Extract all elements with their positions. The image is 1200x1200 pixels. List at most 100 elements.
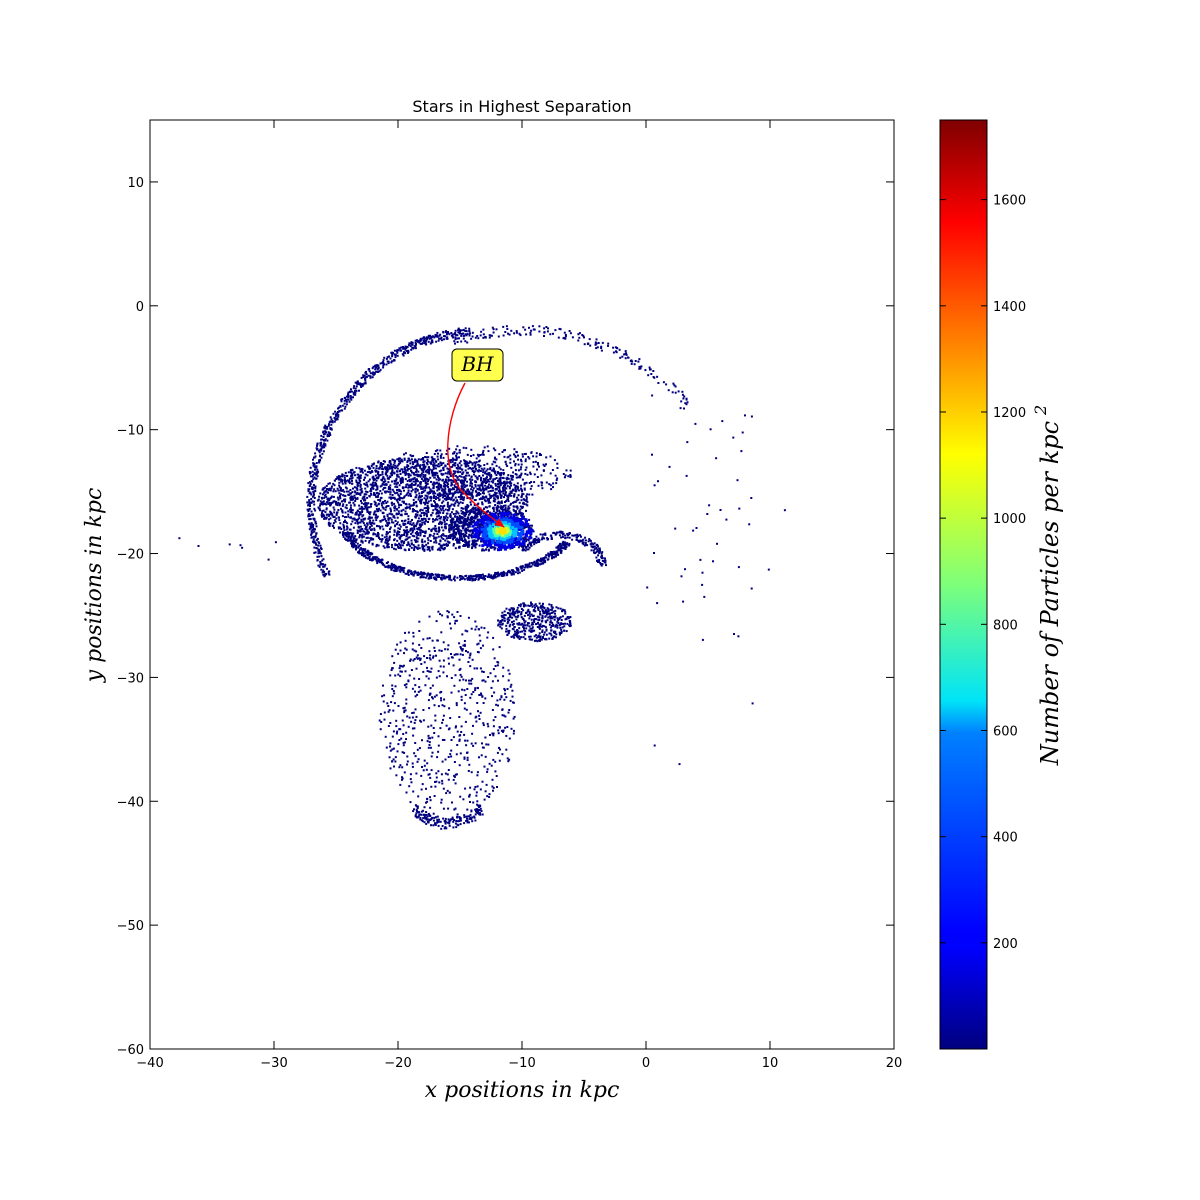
star-point: [392, 521, 395, 524]
star-point: [470, 522, 473, 525]
star-point: [422, 458, 425, 461]
star-point: [507, 569, 510, 572]
star-point: [465, 491, 468, 494]
star-point: [308, 522, 311, 525]
star-point: [482, 328, 485, 331]
star-point: [744, 414, 746, 417]
star-point: [445, 333, 448, 336]
star-point: [502, 492, 505, 495]
star-point: [461, 495, 464, 498]
star-point: [506, 328, 509, 330]
star-point: [434, 503, 437, 506]
star-point: [393, 349, 396, 352]
star-point: [469, 577, 472, 580]
star-point: [535, 452, 538, 455]
star-point: [425, 500, 428, 503]
star-point: [396, 349, 399, 351]
star-point: [474, 506, 477, 509]
star-point: [464, 340, 467, 343]
star-point: [350, 523, 353, 526]
star-point: [310, 536, 313, 539]
star-point: [418, 341, 421, 344]
star-point: [390, 562, 393, 565]
star-point: [489, 486, 492, 489]
star-point: [373, 556, 376, 559]
star-point: [410, 455, 413, 458]
star-point: [499, 494, 502, 497]
star-point: [409, 520, 412, 523]
star-point: [356, 483, 359, 486]
star-point: [394, 519, 397, 522]
star-point: [408, 478, 411, 481]
star-point: [547, 552, 550, 555]
star-point: [665, 383, 668, 386]
star-point: [383, 363, 386, 366]
star-point: [443, 517, 446, 520]
star-point: [372, 556, 375, 559]
star-point: [451, 492, 454, 495]
star-point: [442, 529, 445, 532]
star-point: [319, 544, 322, 547]
star-point: [501, 509, 504, 512]
star-point: [322, 558, 325, 561]
star-point: [399, 537, 402, 540]
star-point: [600, 345, 603, 348]
star-point: [477, 507, 480, 510]
star-point: [364, 483, 367, 486]
star-point: [321, 510, 324, 512]
star-point: [446, 540, 449, 543]
star-point: [471, 579, 474, 582]
star-point: [473, 465, 476, 468]
star-point: [449, 519, 452, 522]
star-point: [415, 478, 418, 481]
star-point: [564, 335, 567, 338]
star-point: [414, 501, 417, 504]
star-point: [370, 492, 372, 495]
star-point: [348, 508, 351, 511]
star-point: [637, 360, 640, 363]
star-point: [427, 478, 430, 481]
star-point: [327, 431, 330, 434]
star-point: [479, 470, 482, 472]
star-point: [360, 376, 363, 379]
star-point: [438, 527, 440, 530]
star-point: [319, 503, 322, 506]
star-point: [377, 533, 380, 536]
star-point: [351, 509, 354, 512]
star-point: [428, 472, 431, 475]
star-point: [449, 516, 452, 519]
star-point: [457, 329, 460, 332]
star-point: [417, 484, 420, 487]
star-point: [334, 415, 337, 418]
star-point: [343, 407, 346, 410]
star-point: [438, 547, 441, 550]
star-point: [577, 333, 580, 336]
star-point: [412, 477, 415, 480]
star-point: [375, 492, 378, 495]
star-point: [385, 542, 388, 545]
star-point: [543, 560, 546, 562]
star-point: [414, 532, 417, 535]
star-point: [382, 460, 385, 463]
star-point: [387, 522, 390, 525]
star-point: [725, 518, 728, 521]
star-point: [524, 563, 527, 566]
star-point: [427, 500, 430, 503]
star-point: [367, 480, 370, 483]
star-point: [437, 458, 440, 461]
star-point: [445, 537, 448, 540]
star-point: [330, 428, 333, 431]
star-point: [363, 524, 366, 527]
star-point: [396, 467, 399, 470]
star-point: [452, 475, 455, 478]
star-point: [475, 457, 478, 460]
star-point: [380, 484, 383, 487]
star-point: [404, 530, 407, 533]
star-point: [461, 468, 464, 471]
star-point: [470, 536, 473, 539]
star-point: [398, 489, 401, 491]
star-point: [418, 528, 421, 531]
star-point: [453, 488, 456, 491]
star-point: [398, 504, 401, 507]
star-point: [375, 476, 378, 479]
